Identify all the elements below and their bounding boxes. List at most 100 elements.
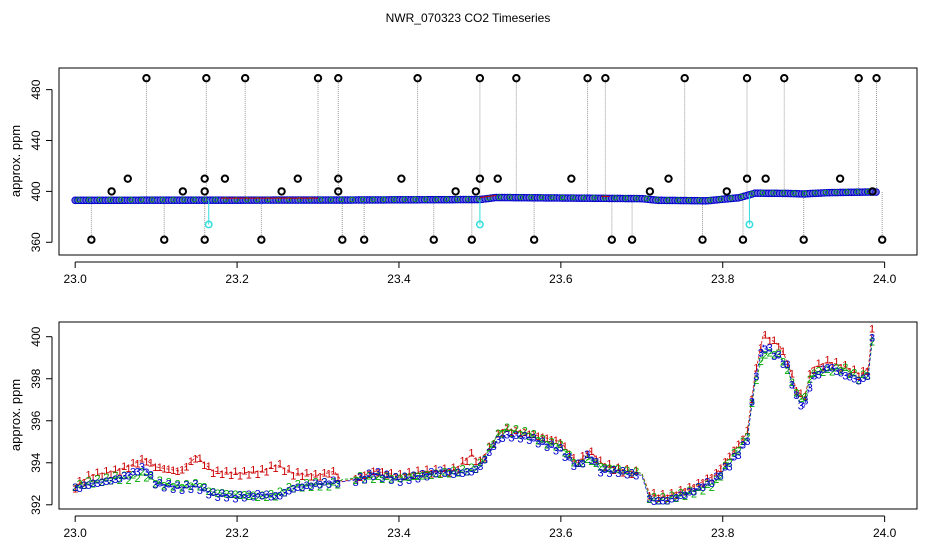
top-overlay-point [633, 195, 639, 201]
series-2-point: 2 [526, 431, 532, 443]
series-2-point: 2 [188, 481, 194, 493]
series-3-point: 3 [108, 476, 114, 488]
series-2-point: 2 [553, 442, 559, 454]
series-3-point: 3 [602, 464, 608, 476]
series-1-point: 1 [624, 463, 630, 475]
series-3-point: 3 [85, 480, 91, 492]
top-overlay-point [801, 190, 808, 196]
series-3-point: 3 [90, 478, 96, 490]
series-1-point: 1 [468, 447, 474, 459]
series-3-point: 3 [611, 464, 617, 476]
series-3-point: 3 [357, 472, 363, 484]
series-1-point: 1 [500, 427, 506, 439]
series-3-point: 3 [428, 467, 434, 479]
top-overlay-point [822, 189, 829, 195]
series-3-point: 3 [228, 489, 234, 501]
series-1-point: 1 [811, 365, 817, 377]
top-overlay-point [391, 196, 397, 202]
series-1-point: 1 [455, 464, 461, 476]
series-2-point: 2 [402, 471, 408, 483]
series-3-point: 3 [553, 446, 559, 458]
series-2-point: 2 [152, 479, 158, 491]
series-3-point: 3 [655, 495, 661, 507]
series-2-point: 2 [633, 466, 639, 478]
series-1-point: 1 [375, 468, 381, 480]
top-overlay-point [559, 194, 566, 201]
series-2-point: 2 [290, 483, 296, 495]
series-2-point: 2 [776, 348, 782, 360]
top-overlay-point [370, 196, 376, 203]
series-3-point: 3 [660, 496, 666, 508]
series-2-point: 2 [223, 489, 229, 501]
series-1-point: 1 [379, 467, 385, 479]
top-overlay-point [96, 197, 103, 203]
series-3-point: 3 [776, 350, 782, 362]
top-overlay-point [296, 196, 303, 203]
series-2-point: 2 [673, 493, 679, 505]
top-overlay-point [202, 197, 208, 203]
series-2-point: 2 [99, 477, 105, 489]
top-x-tick-label: 23.4 [387, 272, 411, 286]
series-3-point: 3 [566, 451, 572, 463]
top-outlier-marker [200, 187, 209, 196]
series-3-point: 3 [758, 348, 764, 360]
series-2-point: 2 [94, 474, 100, 486]
series-3-point: 3 [206, 490, 212, 502]
series-1-point: 1 [241, 465, 247, 477]
series-2-point: 2 [361, 474, 367, 486]
series-3-point: 3 [330, 475, 336, 487]
series-3-point: 3 [767, 343, 773, 355]
series-3-point: 3 [215, 492, 221, 504]
series-3-point: 3 [771, 351, 777, 363]
top-outlier-marker [780, 73, 789, 83]
series-1-point: 1 [103, 466, 109, 478]
series-3-point: 3 [170, 484, 176, 496]
top-overlay-point [728, 195, 734, 201]
series-2-point: 2 [410, 471, 416, 483]
top-overlay-point [570, 195, 576, 201]
series-2-point: 2 [103, 472, 109, 484]
series-2-point: 2 [357, 470, 363, 482]
series-1-point: 1 [228, 470, 234, 482]
top-x-tick-label: 23.0 [64, 272, 88, 286]
series-3-point: 3 [811, 370, 817, 382]
series-2-point: 2 [126, 475, 132, 487]
series-3-point: 3 [433, 469, 439, 481]
top-overlay-point [843, 189, 850, 195]
series-3-point: 3 [183, 480, 189, 492]
series-2-point: 2 [646, 494, 652, 506]
series-3-point: 3 [451, 469, 457, 481]
series-2-point: 2 [802, 392, 808, 404]
top-overlay-point [117, 197, 124, 203]
series-3-point: 3 [816, 370, 822, 382]
series-2-point: 2 [81, 480, 87, 492]
series-2-point: 2 [740, 436, 746, 448]
top-outlier-marker [583, 73, 592, 83]
series-2-point: 2 [611, 464, 617, 476]
series-3-point: 3 [842, 370, 848, 382]
series-1-point: 1 [223, 465, 229, 477]
series-3-point: 3 [410, 470, 416, 482]
series-3-point: 3 [219, 488, 225, 500]
series-2-point: 2 [388, 474, 394, 486]
top-x-tick-label: 24.0 [873, 272, 897, 286]
series-1-point: 1 [201, 460, 207, 472]
series-1-point: 1 [727, 451, 733, 463]
series-1-point: 1 [210, 468, 216, 480]
series-3-point: 3 [175, 480, 181, 492]
series-1-point: 1 [856, 371, 862, 383]
top-overlay-point [833, 189, 839, 195]
series-2-point: 2 [544, 439, 550, 451]
series-2-point: 2 [691, 488, 697, 500]
series-3-point: 3 [237, 489, 243, 501]
series-1-point: 1 [517, 428, 523, 440]
top-panel: 23.0 23.2 23.4 23.6 23.8 24.0 360 400 440 480 app… [8, 67, 918, 286]
series-3-point: 3 [513, 430, 519, 442]
series-1-point: 1 [713, 468, 719, 480]
series-3-point: 3 [860, 373, 866, 385]
series-3-point: 3 [838, 367, 844, 379]
series-1-point: 1 [606, 459, 612, 471]
series-3-point: 3 [789, 379, 795, 391]
series-3-point: 3 [419, 469, 425, 481]
series-2-point: 2 [313, 477, 319, 489]
